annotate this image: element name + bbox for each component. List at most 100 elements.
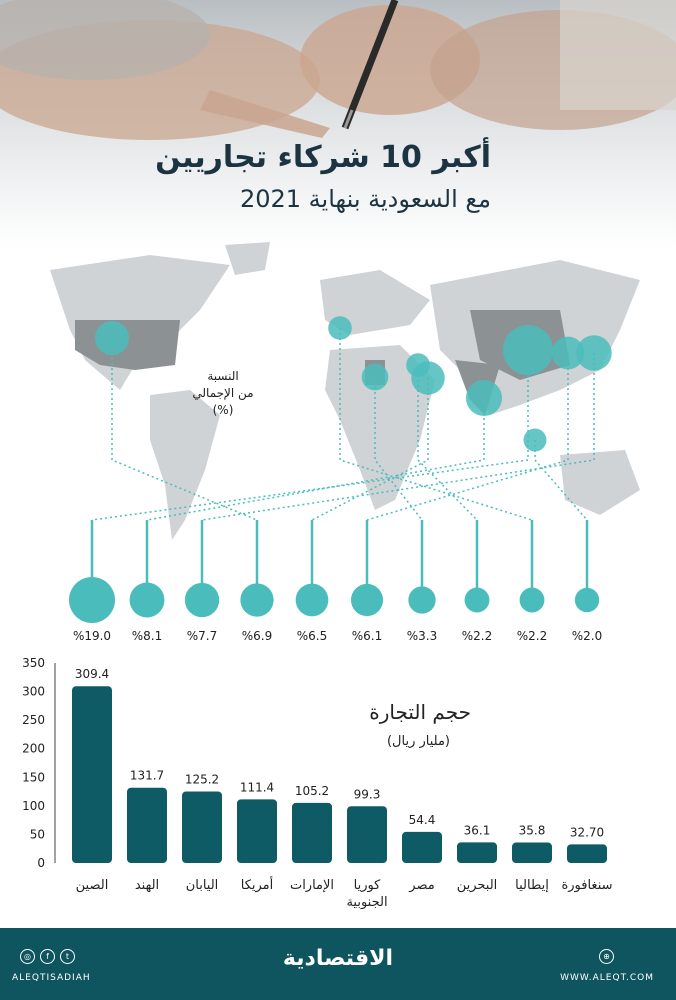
x-label-3: اليابان xyxy=(186,878,219,893)
bar-10 xyxy=(567,844,607,863)
share-circle-8 xyxy=(464,587,490,613)
share-label-9: %2.2 xyxy=(517,629,548,640)
x-label-4: أمريكا xyxy=(241,876,274,893)
x-label-6-line2: الجنوبية xyxy=(346,895,387,910)
y-tick-50: 50 xyxy=(30,827,45,841)
share-circle-4 xyxy=(240,583,274,617)
share-circle-2 xyxy=(129,582,165,618)
bar-8 xyxy=(457,842,497,863)
bar-value-6: 99.3 xyxy=(354,787,381,801)
x-label-9: إيطاليا xyxy=(515,878,549,893)
connector-dotted-2 xyxy=(146,398,485,521)
bar-value-10: 32.70 xyxy=(570,825,604,839)
bar-2 xyxy=(127,787,167,863)
share-circles xyxy=(69,577,600,623)
share-note: النسبة من الإجمالي (%) xyxy=(178,368,268,419)
bar-value-7: 54.4 xyxy=(409,813,436,827)
bar-value-1: 309.4 xyxy=(75,667,109,681)
south-america-shape xyxy=(150,390,220,540)
x-axis-labels: الصين الهند اليابان أمريكا الإمارات كوريا الجن… xyxy=(76,876,613,910)
share-label-8: %2.2 xyxy=(462,629,493,640)
share-circle-5 xyxy=(295,583,329,617)
map-bubble-2 xyxy=(465,379,503,417)
x-label-1: الصين xyxy=(76,878,109,893)
web-icon[interactable]: ⊕ xyxy=(599,949,614,964)
x-label-2: الهند xyxy=(135,878,159,893)
europe-shape xyxy=(320,270,430,335)
share-circle-6 xyxy=(350,583,384,617)
brand-logo: الاقتصادية xyxy=(282,946,394,971)
y-tick-0: 0 xyxy=(37,856,45,870)
y-tick-150: 150 xyxy=(22,770,45,784)
instagram-icon[interactable]: ◎ xyxy=(20,949,35,964)
map-bubble-9 xyxy=(328,316,352,340)
x-label-10: سنغافورة xyxy=(561,878,612,893)
bar-value-5: 105.2 xyxy=(295,784,329,798)
connector-dotted-1 xyxy=(91,350,529,521)
bar-value-9: 35.8 xyxy=(519,824,546,838)
bar-5 xyxy=(292,802,332,863)
x-label-5: الإمارات xyxy=(290,878,334,893)
volume-unit: (مليار ريال) xyxy=(386,734,450,749)
x-label-8: البحرين xyxy=(457,878,498,893)
y-tick-100: 100 xyxy=(22,799,45,813)
map-bubble-7 xyxy=(361,363,389,391)
share-label-7: %3.3 xyxy=(407,629,438,640)
connector-dotted-9 xyxy=(339,328,533,521)
page-title: أكبر 10 شركاء تجاريين xyxy=(155,140,491,175)
twitter-icon[interactable]: t xyxy=(60,949,75,964)
map-connectors xyxy=(90,328,595,588)
africa-shape xyxy=(325,345,435,510)
bar-3 xyxy=(182,791,222,863)
australia-shape xyxy=(560,450,640,515)
facebook-icon[interactable]: f xyxy=(40,949,55,964)
map-bubble-6 xyxy=(551,336,585,370)
x-label-6: كوريا xyxy=(354,878,382,893)
greenland-shape xyxy=(225,242,270,275)
bar-value-2: 131.7 xyxy=(130,769,164,783)
share-circle-7 xyxy=(408,586,436,614)
connector-dotted-3 xyxy=(201,353,595,521)
share-label-1: %19.0 xyxy=(73,629,111,640)
y-tick-250: 250 xyxy=(22,713,45,727)
bar-value-3: 125.2 xyxy=(185,772,219,786)
map-bubble-10 xyxy=(523,428,547,452)
share-label-10: %2.0 xyxy=(572,629,603,640)
bar-6 xyxy=(347,806,387,863)
y-tick-350: 350 xyxy=(22,656,45,670)
y-tick-200: 200 xyxy=(22,742,45,756)
share-label-3: %7.7 xyxy=(187,629,218,640)
connector-dotted-6 xyxy=(366,353,569,521)
y-axis: 0 50 100 150 200 250 300 350 xyxy=(22,656,56,870)
share-label-5: %6.5 xyxy=(297,629,328,640)
share-circle-10 xyxy=(574,587,600,613)
website-url[interactable]: WWW.ALEQT.COM xyxy=(560,973,654,983)
map-bubble-3 xyxy=(576,335,612,371)
page-subtitle: مع السعودية بنهاية 2021 xyxy=(239,185,491,213)
hero-background xyxy=(0,0,676,250)
share-note-line1: النسبة xyxy=(207,369,239,383)
social-handle: ALEQTISADIAH xyxy=(12,973,91,983)
footer: الاقتصادية ◎ f t ALEQTISADIAH ⊕ WWW.ALEQ… xyxy=(0,928,676,1000)
bar-7 xyxy=(402,831,442,863)
bar-value-labels: 309.4 131.7 125.2 111.4 105.2 99.3 54.4 36.1 35.… xyxy=(75,667,604,839)
bar-value-8: 36.1 xyxy=(464,823,491,837)
connector-dotted-8 xyxy=(417,365,478,521)
connector-dotted-5 xyxy=(311,378,429,521)
share-note-line3: (%) xyxy=(212,403,234,417)
volume-title: حجم التجارة xyxy=(369,700,471,724)
y-tick-300: 300 xyxy=(22,685,45,699)
share-note-line2: من الإجمالي xyxy=(192,386,254,400)
map-bubble-1 xyxy=(503,325,553,375)
share-label-4: %6.9 xyxy=(242,629,273,640)
share-circle-9 xyxy=(519,587,545,613)
share-labels: %19.0 %8.1 %7.7 %6.9 %6.5 %6.1 %3.3 %2.2 %2.2 %2.… xyxy=(73,629,602,640)
map-bubble-8 xyxy=(406,353,430,377)
bar-value-4: 111.4 xyxy=(240,780,274,794)
share-circle-1 xyxy=(69,577,115,623)
share-label-6: %6.1 xyxy=(352,629,383,640)
bar-4 xyxy=(237,799,277,863)
share-label-2: %8.1 xyxy=(132,629,163,640)
bar-1 xyxy=(72,686,112,863)
x-label-7: مصر xyxy=(408,878,434,893)
